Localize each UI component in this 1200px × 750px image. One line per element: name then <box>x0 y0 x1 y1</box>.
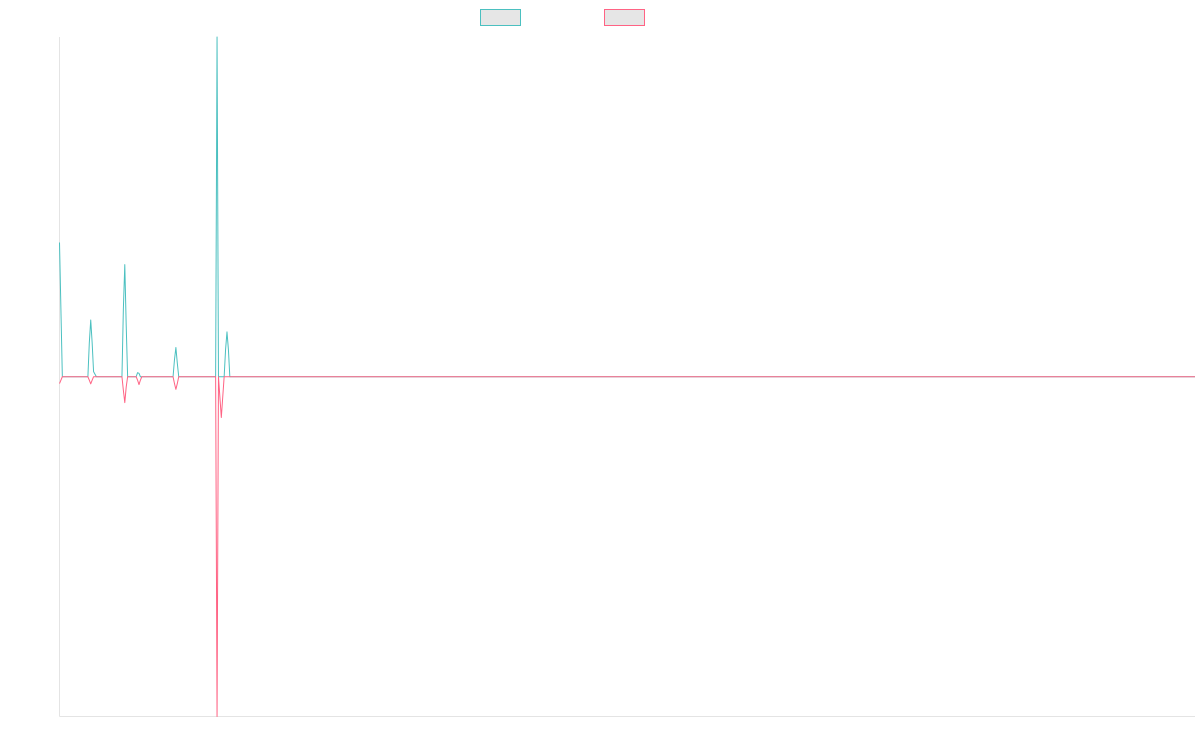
series-group <box>59 36 1195 717</box>
legend-swatch-2[interactable] <box>604 9 645 26</box>
series-line-1 <box>59 36 1195 378</box>
legend-swatch-1[interactable] <box>480 9 521 26</box>
legend[interactable] <box>480 9 645 26</box>
series-line-2 <box>59 376 1195 717</box>
